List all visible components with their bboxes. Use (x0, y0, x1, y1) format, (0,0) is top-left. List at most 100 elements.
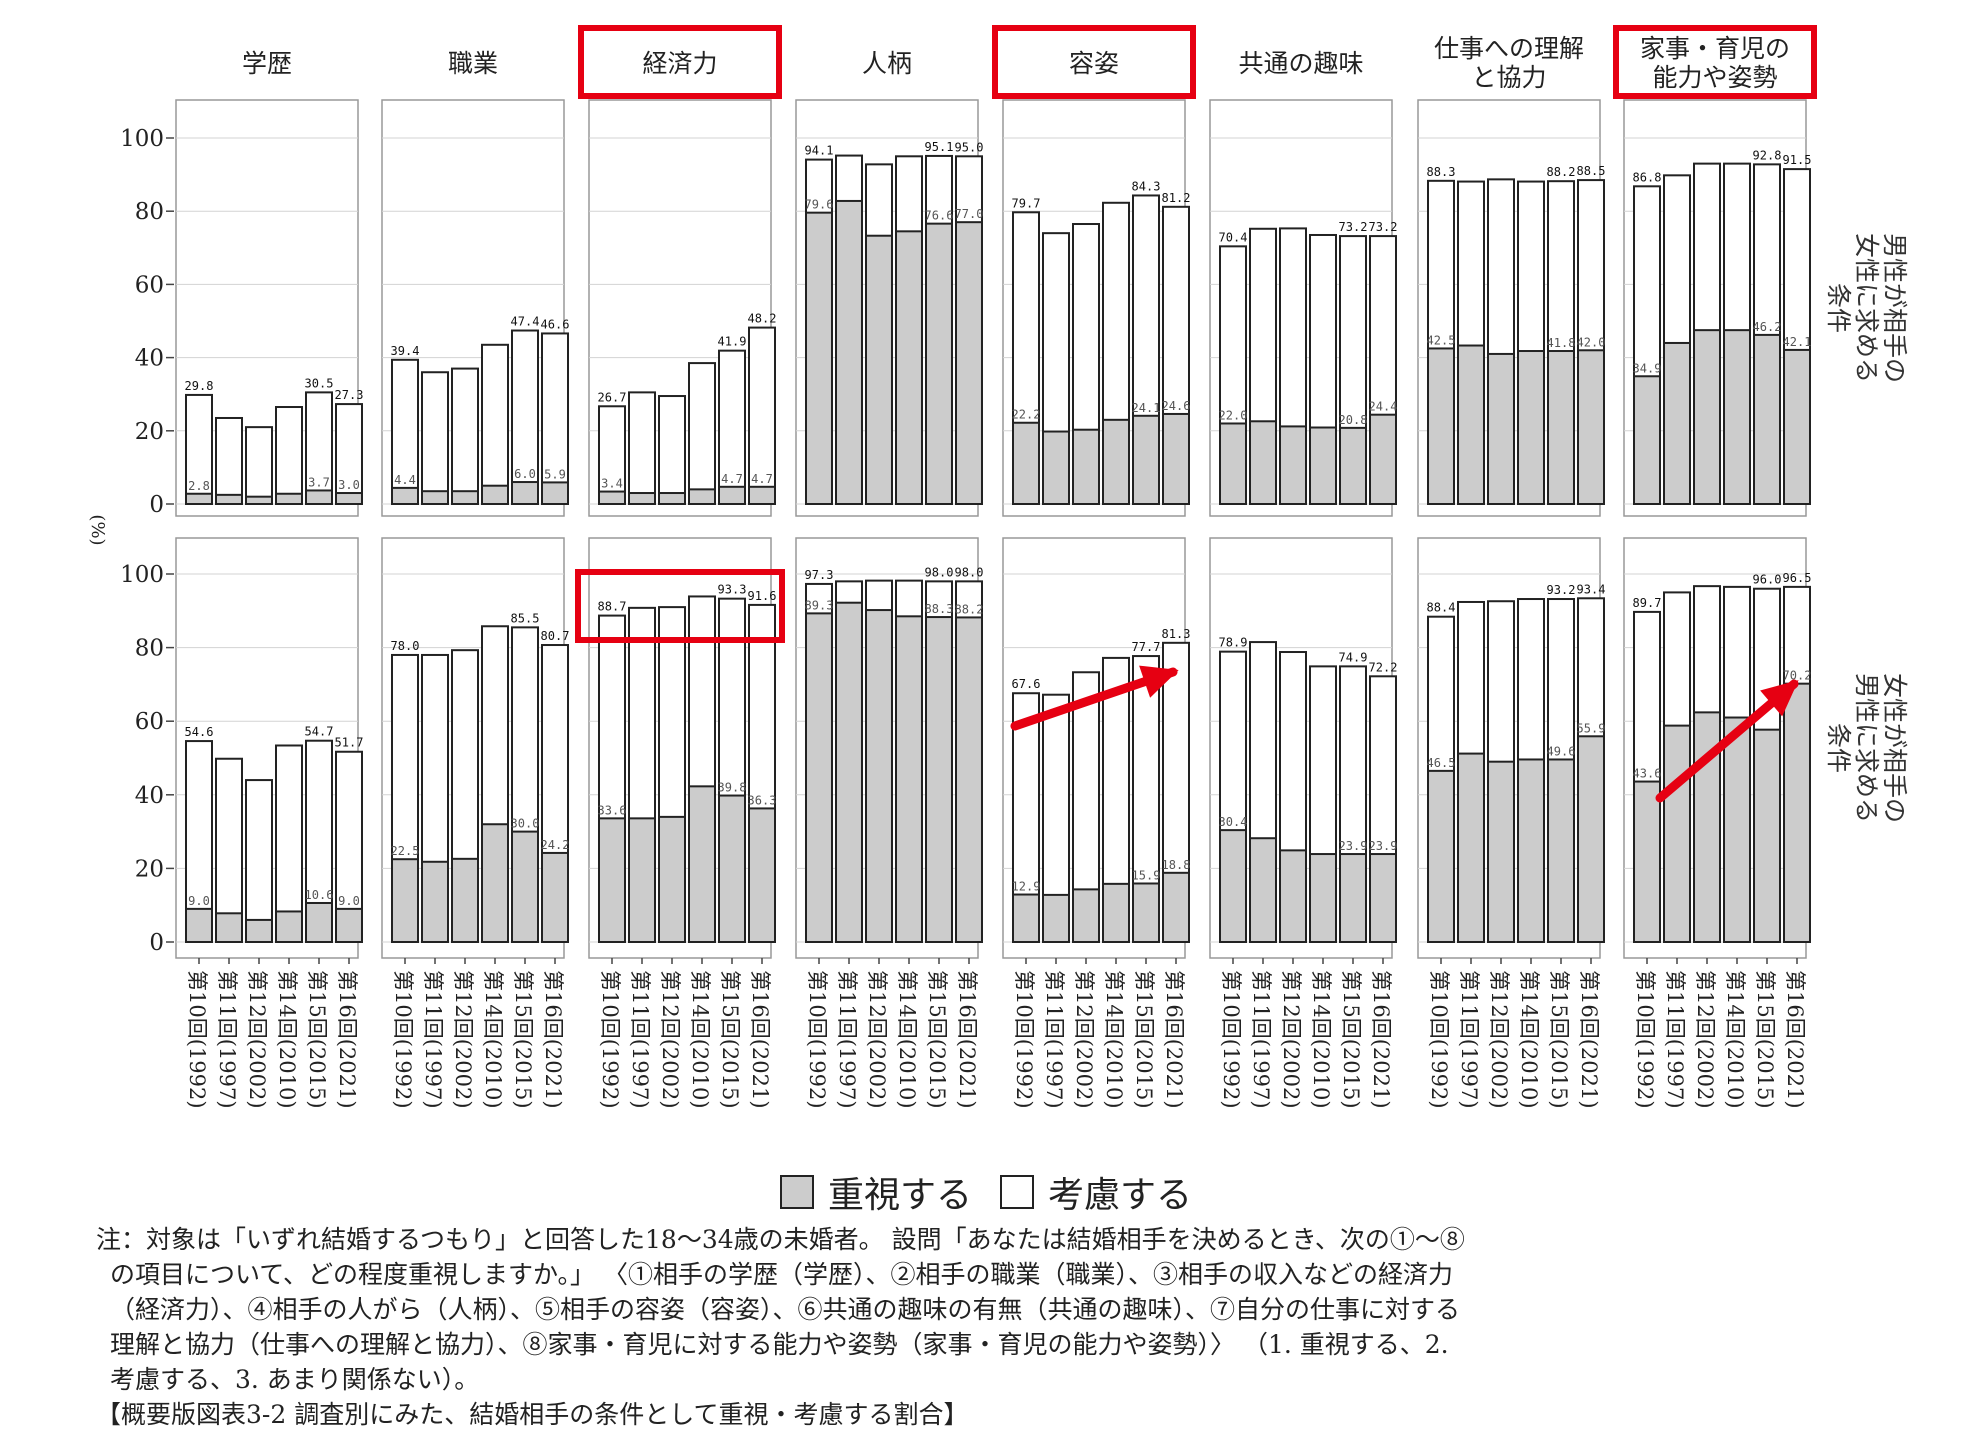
x-tick-label: 第14回(2010) (895, 970, 919, 1109)
bar-emphasized (1427, 347, 1455, 506)
bar-emphasized (1219, 422, 1247, 506)
x-tick-label: 第10回(1992) (1219, 970, 1243, 1109)
x-tick-label: 第10回(1992) (1427, 970, 1451, 1109)
bar-emphasized (1783, 682, 1811, 943)
bar-emphasized (1633, 375, 1661, 505)
row-label-line: 男性に求める (1852, 673, 1881, 823)
data-label-emphasized: 23.9 (1369, 839, 1398, 853)
bar-emphasized (1517, 350, 1545, 505)
data-label-considered: 88.2 (1547, 165, 1576, 179)
x-tick-label: 第14回(2010) (1517, 970, 1541, 1109)
x-tick-label: 第12回(2002) (451, 970, 475, 1109)
data-label-considered: 85.5 (511, 611, 540, 625)
legend: 重視する 考慮する (780, 1168, 1220, 1216)
header-highlight-box (1613, 25, 1817, 99)
bar-emphasized (628, 817, 656, 943)
note-line: の項目について、どの程度重視しますか。」 〈①相手の学歴（学歴）、②相手の職業（… (110, 1260, 1453, 1289)
data-label-considered: 51.7 (335, 736, 364, 750)
bar-emphasized (1309, 426, 1337, 506)
data-label-emphasized: 22.0 (1219, 408, 1248, 422)
data-label-considered: 98.0 (955, 565, 984, 579)
bar-considered (275, 744, 303, 943)
x-tick-label: 第11回(1997) (421, 970, 445, 1109)
bar-emphasized (805, 612, 833, 943)
data-label-emphasized: 24.4 (1369, 400, 1398, 414)
bar-emphasized (541, 851, 569, 943)
data-label-considered: 77.7 (1132, 640, 1161, 654)
bar-emphasized (688, 785, 716, 943)
bar-emphasized (1369, 853, 1397, 943)
data-label-emphasized: 23.9 (1339, 839, 1368, 853)
x-tick-label: 第10回(1992) (391, 970, 415, 1109)
x-tick-label: 第14回(2010) (688, 970, 712, 1109)
data-label-emphasized: 15.9 (1132, 868, 1161, 882)
x-tick-label: 第11回(1997) (1457, 970, 1481, 1109)
panel-header-line: 能力や姿勢 (1652, 63, 1777, 92)
x-tick-label: 第11回(1997) (628, 970, 652, 1109)
legend-swatch-gray (780, 1175, 814, 1209)
data-label-considered: 47.4 (511, 315, 540, 329)
data-label-considered: 93.4 (1577, 582, 1606, 596)
bar-emphasized (835, 199, 863, 505)
bar-emphasized (1012, 421, 1040, 505)
data-label-emphasized: 43.6 (1633, 767, 1662, 781)
data-label-emphasized: 46.2 (1753, 320, 1782, 334)
bar-emphasized (1723, 329, 1751, 505)
data-label-emphasized: 77.0 (955, 207, 984, 221)
bar-emphasized (1012, 893, 1040, 944)
bar-emphasized (1279, 849, 1307, 943)
chart: 学歴 職業 経済力 人柄 容姿 共通の趣味 仕事への理解と協力 家事・育児の能力や姿勢 (%) 0… (87, 25, 1909, 1109)
data-label-emphasized: 88.3 (925, 602, 954, 616)
row-label-line: 条件 (1824, 283, 1853, 333)
bar-emphasized (1693, 329, 1721, 505)
data-label-considered: 84.3 (1132, 179, 1161, 193)
data-label-considered: 29.8 (185, 379, 214, 393)
bar-emphasized (215, 493, 243, 506)
x-tick-label: 第10回(1992) (805, 970, 829, 1109)
data-label-considered: 26.7 (598, 390, 627, 404)
data-label-emphasized: 42.1 (1783, 335, 1812, 349)
bar-emphasized (511, 481, 539, 506)
bar-considered (215, 416, 243, 505)
bar-emphasized (628, 492, 656, 505)
bar-emphasized (421, 860, 449, 943)
legend-item-emphasize: 重視する (780, 1166, 972, 1218)
data-label-emphasized: 30.0 (511, 817, 540, 831)
legend-swatch-white (1000, 1175, 1035, 1209)
bar-emphasized (1753, 333, 1781, 505)
data-label-considered: 98.0 (925, 565, 954, 579)
bar-emphasized (185, 492, 213, 506)
bar-emphasized (245, 918, 273, 943)
data-label-emphasized: 24.2 (541, 838, 570, 852)
data-label-considered: 91.6 (748, 589, 777, 603)
y-tick-label: 100 (120, 126, 164, 152)
x-tick-label: 第12回(2002) (865, 970, 889, 1109)
note-line: 【概要版図表3-2 調査別にみた、結婚相手の条件として重視・考慮する割合】 (96, 1400, 969, 1429)
row-label-line: 女性が相手の (1880, 673, 1909, 823)
note-line: （経済力）、④相手の人がら（人柄）、⑤相手の容姿（容姿）、⑥共通の趣味の有無（共… (110, 1295, 1461, 1324)
bar-considered (718, 349, 746, 505)
bar-emphasized (1249, 837, 1277, 943)
data-label-considered: 96.5 (1783, 571, 1812, 585)
x-tick-label: 第15回(2015) (1339, 970, 1363, 1109)
data-label-emphasized: 76.6 (925, 209, 954, 223)
bar-emphasized (511, 830, 539, 943)
bar-emphasized (1633, 780, 1661, 943)
y-tick-label: 40 (135, 783, 164, 809)
bar-emphasized (1249, 420, 1277, 505)
bar-emphasized (481, 823, 509, 943)
bar-emphasized (1753, 728, 1781, 943)
data-label-considered: 95.0 (955, 140, 984, 154)
data-label-considered: 78.0 (391, 639, 420, 653)
bar-emphasized (1279, 425, 1307, 505)
bar-emphasized (895, 615, 923, 943)
x-tick-label: 第14回(2010) (481, 970, 505, 1109)
y-tick-label: 20 (135, 856, 164, 882)
data-label-emphasized: 4.7 (751, 472, 773, 486)
bar-emphasized (598, 490, 626, 505)
data-label-considered: 88.5 (1577, 164, 1606, 178)
bar-emphasized (1309, 853, 1337, 943)
x-tick-label: 第16回(2021) (541, 970, 565, 1109)
bar-emphasized (658, 492, 686, 505)
bar-emphasized (658, 815, 686, 944)
